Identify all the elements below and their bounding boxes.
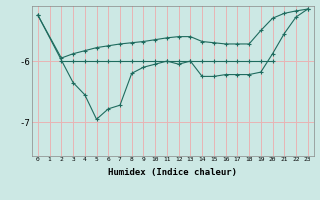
X-axis label: Humidex (Indice chaleur): Humidex (Indice chaleur) (108, 168, 237, 177)
